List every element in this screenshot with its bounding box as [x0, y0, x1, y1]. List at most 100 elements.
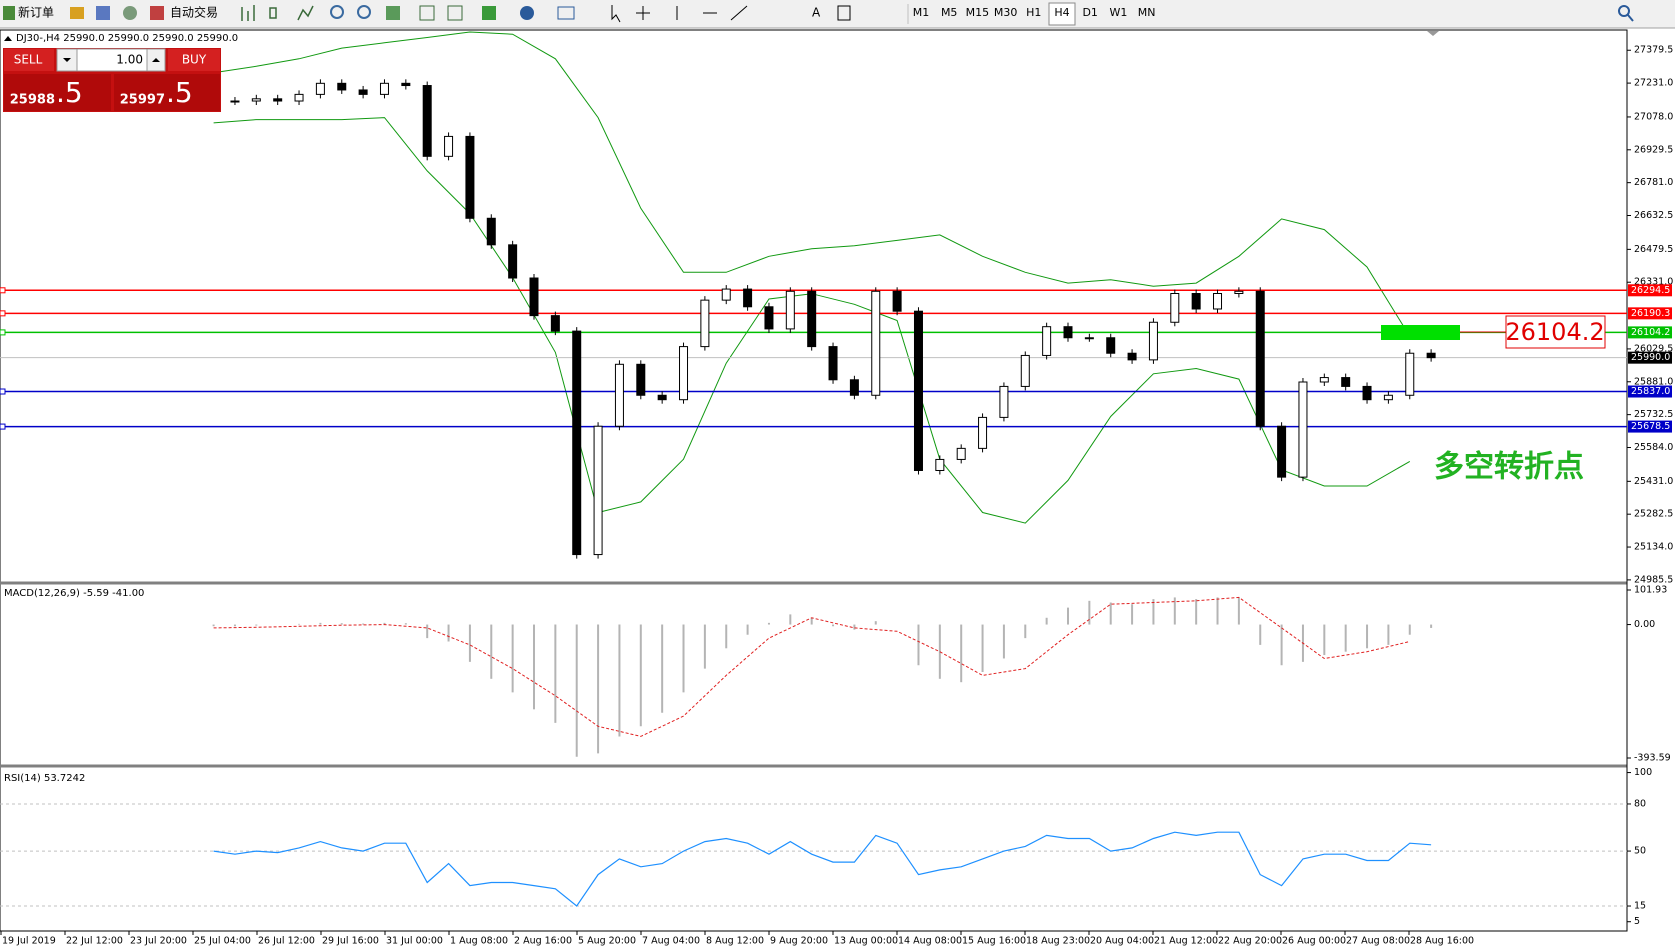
- crosshair-icon[interactable]: [636, 6, 650, 20]
- candle: [1084, 337, 1094, 340]
- turning-point-note: 多空转折点: [1434, 450, 1584, 485]
- templates-icon[interactable]: [557, 6, 575, 20]
- buy-price-box[interactable]: [114, 74, 220, 111]
- x-tick-label: 23 Jul 20:00: [130, 936, 187, 947]
- y-tick-label: 5: [1634, 916, 1640, 927]
- candle: [935, 458, 945, 471]
- candle-icon[interactable]: [269, 7, 277, 19]
- x-tick-label: 2 Aug 16:00: [514, 936, 572, 947]
- line-chart-icon[interactable]: [297, 5, 314, 21]
- x-tick-label: 26 Aug 00:00: [1282, 936, 1346, 947]
- plot-area: 19 Jul 2019 22 Jul 12:00 23 Jul 20:00 25 Ju…: [0, 31, 1673, 947]
- sell-price-box[interactable]: [4, 74, 111, 111]
- timeframe-button[interactable]: M5: [941, 6, 958, 19]
- line-tools[interactable]: [676, 5, 748, 21]
- candle: [486, 217, 496, 246]
- y-tick-label: 101.93: [1634, 585, 1667, 596]
- timeframe-button[interactable]: M15: [966, 6, 990, 19]
- candle: [1383, 394, 1393, 401]
- ask-price-fraction[interactable]: .5: [166, 76, 193, 109]
- x-tick-label: 22 Aug 20:00: [1218, 936, 1282, 947]
- price-label-box: [1628, 284, 1672, 297]
- sell-label[interactable]: SELL: [14, 53, 43, 67]
- sell-button[interactable]: [4, 49, 54, 71]
- y-tick-label: 26479.5: [1634, 244, 1673, 255]
- candle: [679, 346, 689, 401]
- candle: [1319, 377, 1329, 383]
- tile-icon[interactable]: [386, 6, 400, 20]
- candle: [465, 135, 475, 219]
- candle: [807, 290, 817, 348]
- new-order-icon[interactable]: [3, 6, 15, 20]
- price-label-box: [1628, 385, 1672, 398]
- ask-price[interactable]: 25997: [120, 93, 165, 108]
- title-marker: [4, 36, 12, 41]
- shift-icon[interactable]: [447, 5, 463, 21]
- timeframe-button[interactable]: M30: [994, 6, 1018, 19]
- x-tick-label: 31 Jul 00:00: [386, 936, 443, 947]
- x-tick-label: 18 Aug 23:00: [1026, 936, 1090, 947]
- candle: [785, 290, 795, 330]
- y-tick-label: 24985.5: [1634, 574, 1673, 585]
- auto-trading-icon[interactable]: [150, 6, 164, 20]
- icon[interactable]: [96, 6, 110, 20]
- rsi-title: RSI(14) 53.7242: [4, 773, 85, 784]
- timeframe-button[interactable]: D1: [1082, 6, 1097, 19]
- timeframe-button[interactable]: MN: [1138, 6, 1156, 19]
- candle: [358, 89, 368, 95]
- buy-button[interactable]: [168, 49, 220, 71]
- y-tick-label: 50: [1634, 846, 1646, 857]
- indicators-icon[interactable]: [482, 6, 496, 20]
- candle: [700, 299, 710, 348]
- new-order-button[interactable]: 新订单: [18, 5, 54, 20]
- candle: [1170, 292, 1180, 323]
- zoom-out-icon[interactable]: [357, 5, 371, 19]
- timeframe-button[interactable]: W1: [1109, 6, 1127, 19]
- candle: [657, 394, 667, 401]
- x-tick-label: 21 Aug 12:00: [1154, 936, 1218, 947]
- candle: [1148, 321, 1158, 361]
- candle: [764, 306, 774, 330]
- y-tick-label: 25282.5: [1634, 509, 1673, 520]
- y-tick-label: 25431.0: [1634, 476, 1673, 487]
- lot-value[interactable]: 1.00: [116, 53, 143, 67]
- cursor-icon[interactable]: [611, 5, 621, 23]
- candle: [956, 447, 966, 460]
- y-tick-label: 27078.0: [1634, 111, 1673, 122]
- y-tick-label: 15: [1634, 901, 1646, 912]
- x-tick-label: 15 Aug 16:00: [962, 936, 1026, 947]
- y-tick-label: 25134.0: [1634, 542, 1673, 553]
- candle: [337, 82, 347, 91]
- candle: [593, 425, 603, 556]
- bid-price[interactable]: 25988: [10, 93, 55, 108]
- autoscroll-icon[interactable]: [419, 5, 435, 21]
- icon[interactable]: [70, 7, 84, 19]
- candle: [529, 277, 539, 317]
- candle: [1191, 292, 1201, 310]
- bid-price-fraction[interactable]: .5: [56, 76, 83, 109]
- x-tick-label: 26 Jul 12:00: [258, 936, 315, 947]
- buy-label[interactable]: BUY: [182, 53, 207, 67]
- x-tick-label: 14 Aug 08:00: [898, 936, 962, 947]
- price-label-box: [1628, 420, 1672, 433]
- x-tick-label: 13 Aug 00:00: [834, 936, 898, 947]
- auto-trading-button[interactable]: 自动交易: [170, 5, 218, 20]
- timeframe-button[interactable]: H4: [1054, 6, 1069, 19]
- periods-icon[interactable]: [520, 6, 534, 20]
- search-icon[interactable]: [1618, 5, 1630, 17]
- chart-frame: [0, 29, 1628, 932]
- zoom-in-icon[interactable]: [330, 5, 344, 19]
- price-label-box: [1628, 307, 1672, 320]
- icon[interactable]: [123, 6, 137, 20]
- bar-chart-icon[interactable]: [241, 5, 255, 21]
- text-tool[interactable]: A: [812, 6, 821, 20]
- label-tool[interactable]: [837, 5, 851, 21]
- candle: [572, 330, 582, 556]
- candle: [892, 290, 902, 312]
- timeframe-button[interactable]: H1: [1026, 6, 1041, 19]
- x-tick-label: 22 Jul 12:00: [66, 936, 123, 947]
- chart-title: DJ30-,H4 25990.0 25990.0 25990.0 25990.0: [16, 33, 238, 44]
- price-label: 26294.5: [1631, 285, 1670, 296]
- timeframe-button[interactable]: M1: [913, 6, 930, 19]
- bollinger-band: [213, 31, 1411, 337]
